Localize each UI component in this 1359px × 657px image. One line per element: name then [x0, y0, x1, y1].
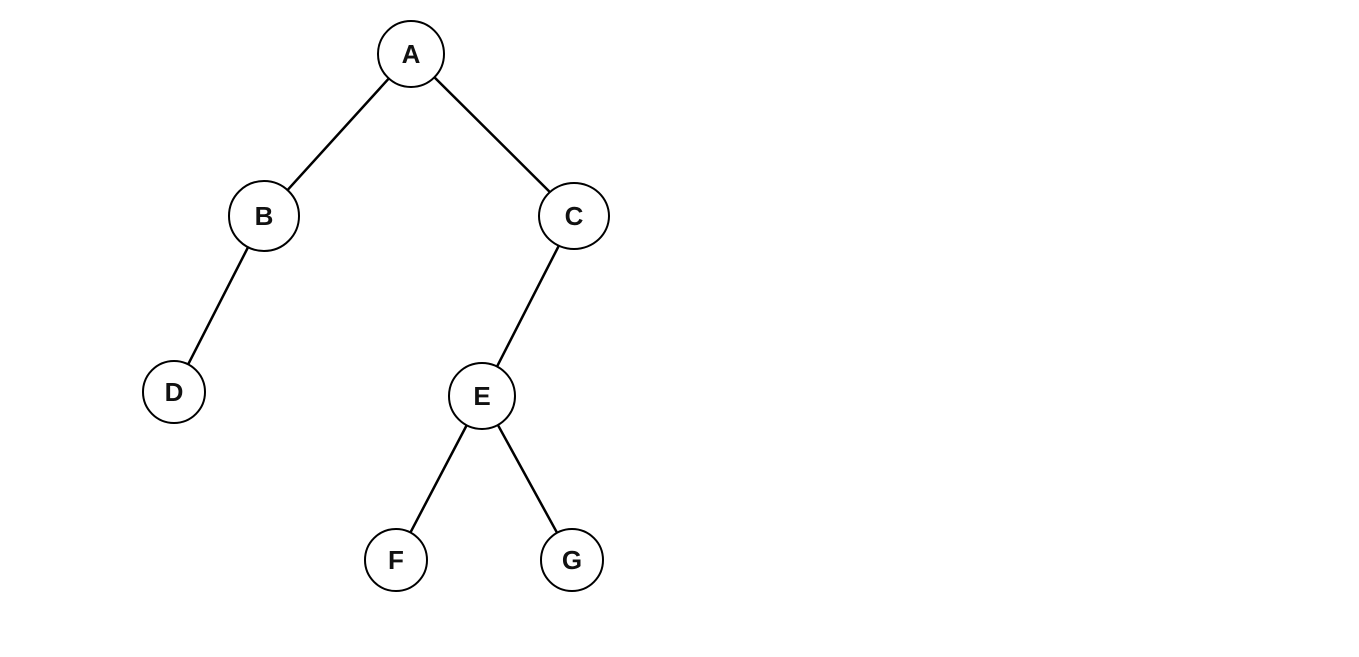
- node-B: B: [228, 180, 300, 252]
- node-D: D: [142, 360, 206, 424]
- node-label: B: [255, 201, 274, 232]
- node-F: F: [364, 528, 428, 592]
- edge-B-D: [189, 248, 248, 363]
- node-E: E: [448, 362, 516, 430]
- node-G: G: [540, 528, 604, 592]
- edge-A-B: [288, 79, 388, 189]
- node-label: D: [165, 377, 184, 408]
- node-label: F: [388, 545, 404, 576]
- node-label: G: [562, 545, 582, 576]
- node-label: A: [402, 39, 421, 70]
- edge-layer: [0, 0, 1359, 657]
- node-label: E: [473, 381, 490, 412]
- edge-A-C: [435, 78, 549, 191]
- edge-E-G: [498, 426, 556, 532]
- edge-E-F: [411, 426, 466, 532]
- node-label: C: [565, 201, 584, 232]
- tree-diagram: A B C D E F G: [0, 0, 1359, 657]
- node-A: A: [377, 20, 445, 88]
- edge-C-E: [497, 247, 558, 366]
- node-C: C: [538, 182, 610, 250]
